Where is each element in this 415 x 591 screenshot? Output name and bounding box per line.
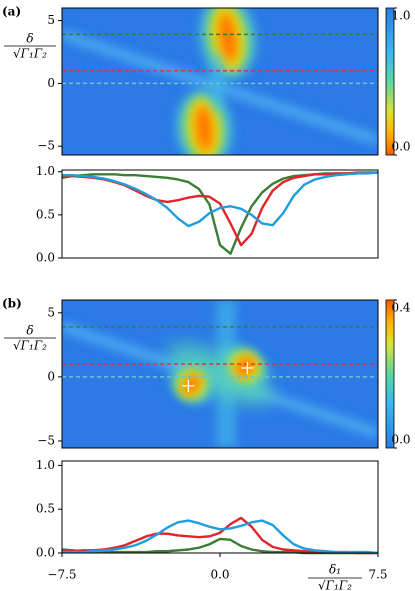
y-tick-label: 0.5 (36, 502, 55, 516)
heat-blob (183, 375, 200, 394)
x-tick-label: 7.5 (368, 568, 387, 582)
heat-blob (196, 106, 213, 151)
panel-label: (b) (2, 297, 22, 311)
marker (182, 379, 195, 392)
frame (61, 169, 379, 259)
y-tick-label: 1.0 (36, 458, 55, 472)
colorbar-label: 1.0 (391, 9, 410, 23)
y-tick-label: 1.0 (36, 164, 55, 178)
ylabel-numerator: δ (26, 324, 33, 338)
panel-label: (a) (2, 5, 21, 19)
heat-link (208, 51, 225, 112)
y-tick-label: −5 (37, 139, 55, 153)
colorbar (385, 7, 395, 156)
colorbar (385, 299, 395, 449)
frame (61, 7, 379, 156)
y-tick-label: 0.0 (36, 546, 55, 560)
heat-blob (219, 13, 237, 62)
ylabel-numerator: δ (26, 32, 33, 46)
y-tick-label: 0 (47, 76, 55, 90)
xlabel-denominator: √Γ₁Γ₂ (318, 579, 352, 591)
frame (61, 299, 379, 449)
y-tick-label: 0.0 (36, 251, 55, 265)
x-tick-label: −7.5 (47, 568, 76, 582)
x-tick-label: 0.0 (210, 568, 229, 582)
y-tick-label: 5 (47, 305, 55, 319)
ylabel-denominator: √Γ₁Γ₂ (13, 339, 47, 353)
xlabel-numerator: δ₁ (329, 563, 341, 577)
series-line (62, 171, 378, 255)
marker (241, 361, 254, 374)
series-line (62, 516, 378, 555)
y-tick-label: 5 (47, 13, 55, 27)
ylabel-denominator: √Γ₁Γ₂ (13, 47, 47, 61)
colorbar-label: 0.4 (391, 301, 410, 315)
series-line (62, 519, 378, 555)
heat-blob (236, 357, 254, 376)
y-tick-label: 0 (47, 369, 55, 383)
y-tick-label: 0.5 (36, 207, 55, 221)
colorbar-label: 0.0 (391, 140, 410, 154)
heatmap (62, 8, 378, 155)
heatmap (62, 300, 378, 448)
series-line (62, 171, 378, 228)
heat-halo (167, 344, 273, 404)
y-tick-label: −5 (37, 433, 55, 447)
colorbar-label: 0.0 (391, 433, 410, 447)
